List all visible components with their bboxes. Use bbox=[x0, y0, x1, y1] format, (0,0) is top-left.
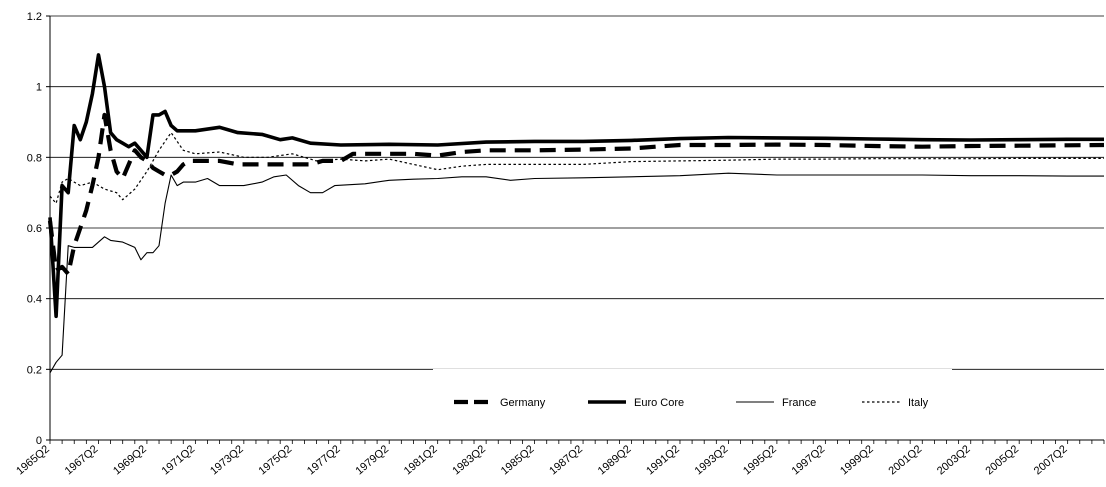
y-tick-label-1: 0.2 bbox=[27, 364, 42, 376]
y-tick-label-4: 0.8 bbox=[27, 152, 42, 164]
x-tick-label-15: 1995Q2 bbox=[741, 443, 779, 477]
x-tick-label-5: 1975Q2 bbox=[257, 443, 295, 477]
x-tick-label-19: 2003Q2 bbox=[935, 443, 973, 477]
grid-lines bbox=[50, 15, 1104, 370]
series-line-2 bbox=[49, 172, 1104, 374]
legend-label-2: France bbox=[782, 397, 816, 409]
x-tick-label-0: 1965Q2 bbox=[14, 443, 52, 477]
x-tick-label-12: 1989Q2 bbox=[596, 443, 634, 477]
x-tick-label-18: 2001Q2 bbox=[886, 443, 924, 477]
series-line-0 bbox=[47, 112, 1105, 276]
y-tick-label-0: 0 bbox=[36, 435, 42, 447]
x-tick-label-3: 1971Q2 bbox=[160, 443, 198, 477]
legend-label-1: Euro Core bbox=[634, 397, 684, 409]
x-tick-label-21: 2007Q2 bbox=[1032, 443, 1070, 477]
legend-label-0: Germany bbox=[500, 397, 546, 409]
x-axis: 1965Q2 1967Q2 1969Q2 1971Q2 1973Q2 1975Q2 1977… bbox=[14, 439, 1105, 477]
legend-label-3: Italy bbox=[908, 397, 929, 409]
x-tick-label-7: 1979Q2 bbox=[353, 443, 391, 477]
x-tick-label-8: 1981Q2 bbox=[402, 443, 440, 477]
x-tick-label-11: 1987Q2 bbox=[547, 443, 585, 477]
x-tick-label-17: 1999Q2 bbox=[838, 443, 876, 477]
x-tick-label-2: 1969Q2 bbox=[111, 443, 149, 477]
y-tick-label-5: 1 bbox=[36, 82, 42, 94]
x-tick-label-13: 1991Q2 bbox=[644, 443, 682, 477]
series-line-3 bbox=[49, 132, 1104, 204]
x-tick-label-9: 1983Q2 bbox=[450, 443, 488, 477]
legend-box bbox=[433, 369, 952, 437]
y-tick-label-3: 0.6 bbox=[27, 223, 42, 235]
x-tick-label-10: 1985Q2 bbox=[499, 443, 537, 477]
y-axis: 0 0.2 0.4 0.6 0.8 1 1.2 bbox=[27, 11, 51, 447]
legend: Germany Euro Core France Italy bbox=[454, 397, 929, 409]
y-tick-label-2: 0.4 bbox=[27, 294, 42, 306]
x-tick-label-16: 1997Q2 bbox=[790, 443, 828, 477]
x-tick-label-14: 1993Q2 bbox=[693, 443, 731, 477]
x-tick-label-4: 1973Q2 bbox=[208, 443, 246, 477]
x-tick-label-6: 1977Q2 bbox=[305, 443, 343, 477]
series-line-1 bbox=[48, 53, 1104, 319]
series-layer bbox=[47, 53, 1105, 374]
x-tick-label-20: 2005Q2 bbox=[983, 443, 1021, 477]
y-tick-label-6: 1.2 bbox=[27, 11, 42, 23]
x-tick-label-1: 1967Q2 bbox=[63, 443, 101, 477]
